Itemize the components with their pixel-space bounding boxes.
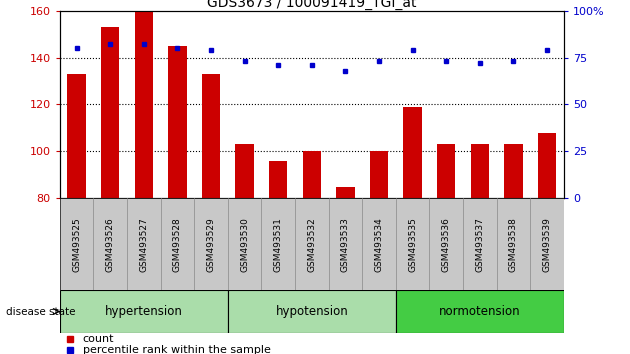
Bar bbox=[168, 46, 186, 198]
Text: GSM493537: GSM493537 bbox=[476, 217, 484, 272]
Text: GSM493539: GSM493539 bbox=[542, 217, 551, 272]
Bar bbox=[396, 290, 564, 333]
Bar bbox=[370, 152, 388, 198]
Bar bbox=[471, 144, 489, 198]
Title: GDS3673 / 100091419_TGI_at: GDS3673 / 100091419_TGI_at bbox=[207, 0, 416, 10]
Bar bbox=[504, 144, 523, 198]
Text: hypertension: hypertension bbox=[105, 305, 183, 318]
Bar bbox=[538, 133, 556, 198]
Text: GSM493531: GSM493531 bbox=[274, 217, 283, 272]
Text: GSM493529: GSM493529 bbox=[207, 217, 215, 272]
Text: hypotension: hypotension bbox=[275, 305, 348, 318]
Bar bbox=[135, 11, 153, 198]
Bar bbox=[403, 107, 422, 198]
Bar bbox=[60, 290, 228, 333]
Bar bbox=[202, 74, 220, 198]
Text: GSM493536: GSM493536 bbox=[442, 217, 450, 272]
Text: GSM493532: GSM493532 bbox=[307, 217, 316, 272]
Text: GSM493530: GSM493530 bbox=[240, 217, 249, 272]
Bar bbox=[269, 161, 287, 198]
Text: disease state: disease state bbox=[6, 307, 76, 316]
Text: normotension: normotension bbox=[439, 305, 520, 318]
Text: GSM493538: GSM493538 bbox=[509, 217, 518, 272]
Text: GSM493528: GSM493528 bbox=[173, 217, 182, 272]
Bar bbox=[302, 152, 321, 198]
Text: GSM493527: GSM493527 bbox=[139, 217, 148, 272]
Bar bbox=[101, 27, 120, 198]
Text: percentile rank within the sample: percentile rank within the sample bbox=[83, 345, 270, 354]
Text: GSM493534: GSM493534 bbox=[375, 217, 384, 272]
Text: GSM493535: GSM493535 bbox=[408, 217, 417, 272]
Bar bbox=[336, 187, 355, 198]
Text: GSM493525: GSM493525 bbox=[72, 217, 81, 272]
Text: GSM493533: GSM493533 bbox=[341, 217, 350, 272]
Text: GSM493526: GSM493526 bbox=[106, 217, 115, 272]
Bar bbox=[236, 144, 254, 198]
Bar bbox=[437, 144, 455, 198]
Text: count: count bbox=[83, 334, 114, 344]
Bar bbox=[228, 290, 396, 333]
Bar bbox=[67, 74, 86, 198]
